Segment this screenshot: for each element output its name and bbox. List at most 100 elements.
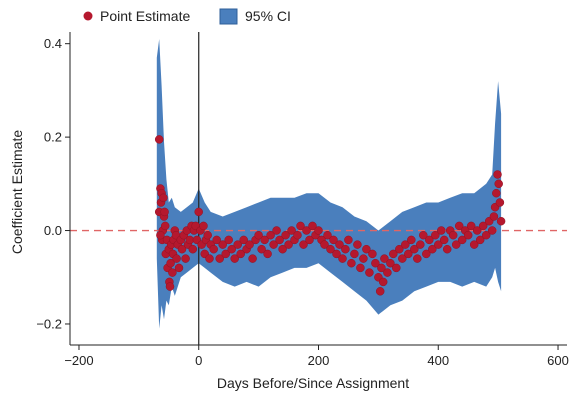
point-estimate-marker bbox=[199, 221, 208, 231]
x-tick-label: 400 bbox=[427, 353, 449, 368]
point-estimate-marker bbox=[365, 268, 374, 277]
point-estimate-marker bbox=[493, 170, 502, 179]
point-estimate-marker bbox=[205, 254, 214, 263]
point-estimate-marker bbox=[439, 235, 449, 245]
point-estimate-marker bbox=[341, 244, 350, 254]
point-estimate-marker bbox=[236, 249, 245, 259]
point-estimate-marker bbox=[194, 207, 203, 217]
point-estimate-marker bbox=[314, 226, 323, 235]
point-estimate-marker bbox=[323, 230, 332, 240]
point-estimate-marker bbox=[302, 226, 311, 235]
point-estimate-marker bbox=[188, 244, 198, 254]
point-estimate-marker bbox=[172, 254, 181, 263]
point-estimate-marker bbox=[221, 249, 230, 259]
point-estimate-marker bbox=[475, 235, 485, 245]
y-tick-label: 0.0 bbox=[44, 223, 62, 238]
point-estimate-marker bbox=[466, 221, 476, 231]
point-estimate-marker bbox=[434, 240, 443, 249]
point-estimate-marker bbox=[248, 254, 257, 263]
point-estimate-marker bbox=[320, 240, 329, 249]
point-estimate-marker bbox=[308, 221, 317, 231]
point-estimate-marker bbox=[212, 235, 221, 245]
point-estimate-marker bbox=[326, 244, 335, 254]
x-axis-label: Days Before/Since Assignment bbox=[217, 375, 409, 391]
point-estimate-marker bbox=[495, 198, 505, 207]
point-estimate-marker bbox=[378, 277, 388, 287]
point-estimate-marker bbox=[209, 244, 218, 254]
point-estimate-marker bbox=[278, 244, 287, 254]
point-estimate-marker bbox=[389, 249, 398, 259]
point-estimate-marker bbox=[407, 235, 416, 245]
point-estimate-marker bbox=[428, 244, 437, 254]
point-estimate-marker bbox=[245, 240, 254, 249]
point-estimate-marker bbox=[299, 240, 308, 249]
point-estimate-marker bbox=[398, 254, 407, 263]
point-estimate-marker bbox=[269, 240, 278, 249]
x-tick-label: 0 bbox=[195, 353, 202, 368]
axes: −200 0 200 400 600 −0.2 0.0 0.2 0.4 Days Before… bbox=[9, 32, 569, 391]
legend: Point Estimate 95% CI bbox=[83, 8, 291, 25]
point-estimate-marker bbox=[177, 244, 187, 254]
point-estimate-marker bbox=[174, 263, 184, 273]
legend-label-point-estimate: Point Estimate bbox=[100, 8, 190, 24]
point-estimate-marker bbox=[380, 254, 389, 263]
point-estimate-marker bbox=[487, 226, 497, 235]
point-estimate-marker bbox=[159, 193, 168, 203]
x-tick-label: 600 bbox=[547, 353, 569, 368]
point-estimate-marker bbox=[296, 221, 305, 231]
point-estimate-marker bbox=[368, 249, 377, 259]
point-estimate-marker bbox=[347, 258, 356, 268]
point-estimate-marker bbox=[166, 258, 175, 268]
y-axis-label: Coefficient Estimate bbox=[9, 130, 25, 254]
point-estimate-marker bbox=[422, 249, 431, 259]
point-estimate-marker bbox=[227, 244, 236, 254]
point-estimate-marker bbox=[266, 230, 275, 240]
point-estimate-marker bbox=[305, 235, 314, 245]
point-estimate-marker bbox=[375, 287, 385, 296]
point-estimate-marker bbox=[353, 240, 362, 249]
point-estimate-marker bbox=[410, 244, 419, 254]
legend-label-ci: 95% CI bbox=[245, 8, 291, 24]
point-estimate-marker bbox=[344, 235, 353, 245]
point-estimate-marker bbox=[492, 188, 501, 198]
point-estimate-marker bbox=[203, 230, 212, 240]
plot-area bbox=[70, 32, 567, 345]
point-estimate-marker bbox=[395, 244, 404, 254]
point-estimate-marker bbox=[437, 226, 446, 235]
point-estimate-marker bbox=[181, 254, 190, 263]
y-tick-label: 0.2 bbox=[44, 130, 62, 145]
point-estimate-marker bbox=[489, 212, 499, 221]
point-estimate-marker bbox=[442, 244, 452, 254]
point-estimate-marker bbox=[356, 263, 365, 273]
point-estimate-marker bbox=[287, 226, 296, 235]
point-estimate-marker bbox=[401, 240, 410, 249]
point-estimate-marker bbox=[413, 254, 422, 263]
point-estimate-marker bbox=[254, 230, 263, 240]
point-estimate-marker bbox=[463, 230, 473, 240]
point-estimate-marker bbox=[419, 230, 428, 240]
x-ticks: −200 0 200 400 600 bbox=[64, 345, 569, 368]
point-estimate-marker bbox=[281, 230, 290, 240]
point-estimate-marker bbox=[386, 258, 395, 268]
point-estimate-marker bbox=[284, 240, 293, 249]
point-estimate-marker bbox=[404, 249, 413, 259]
point-estimates bbox=[154, 135, 506, 296]
point-estimate-marker bbox=[416, 240, 425, 249]
point-estimate-marker bbox=[350, 249, 359, 259]
point-estimate-marker bbox=[257, 244, 266, 254]
point-estimate-marker bbox=[185, 235, 195, 245]
point-estimate-marker bbox=[263, 249, 272, 259]
point-estimate-marker bbox=[469, 240, 479, 249]
point-estimate-marker bbox=[154, 135, 164, 144]
x-tick-label: −200 bbox=[64, 353, 93, 368]
point-estimate-marker bbox=[383, 268, 392, 277]
point-estimate-marker bbox=[377, 263, 386, 273]
point-estimate-marker bbox=[457, 235, 467, 245]
point-estimate-marker bbox=[275, 235, 284, 245]
point-estimate-marker bbox=[160, 207, 169, 217]
point-estimate-marker bbox=[224, 235, 233, 245]
point-estimate-marker bbox=[431, 230, 440, 240]
point-estimate-marker bbox=[425, 235, 434, 245]
point-estimate-marker bbox=[359, 254, 368, 263]
